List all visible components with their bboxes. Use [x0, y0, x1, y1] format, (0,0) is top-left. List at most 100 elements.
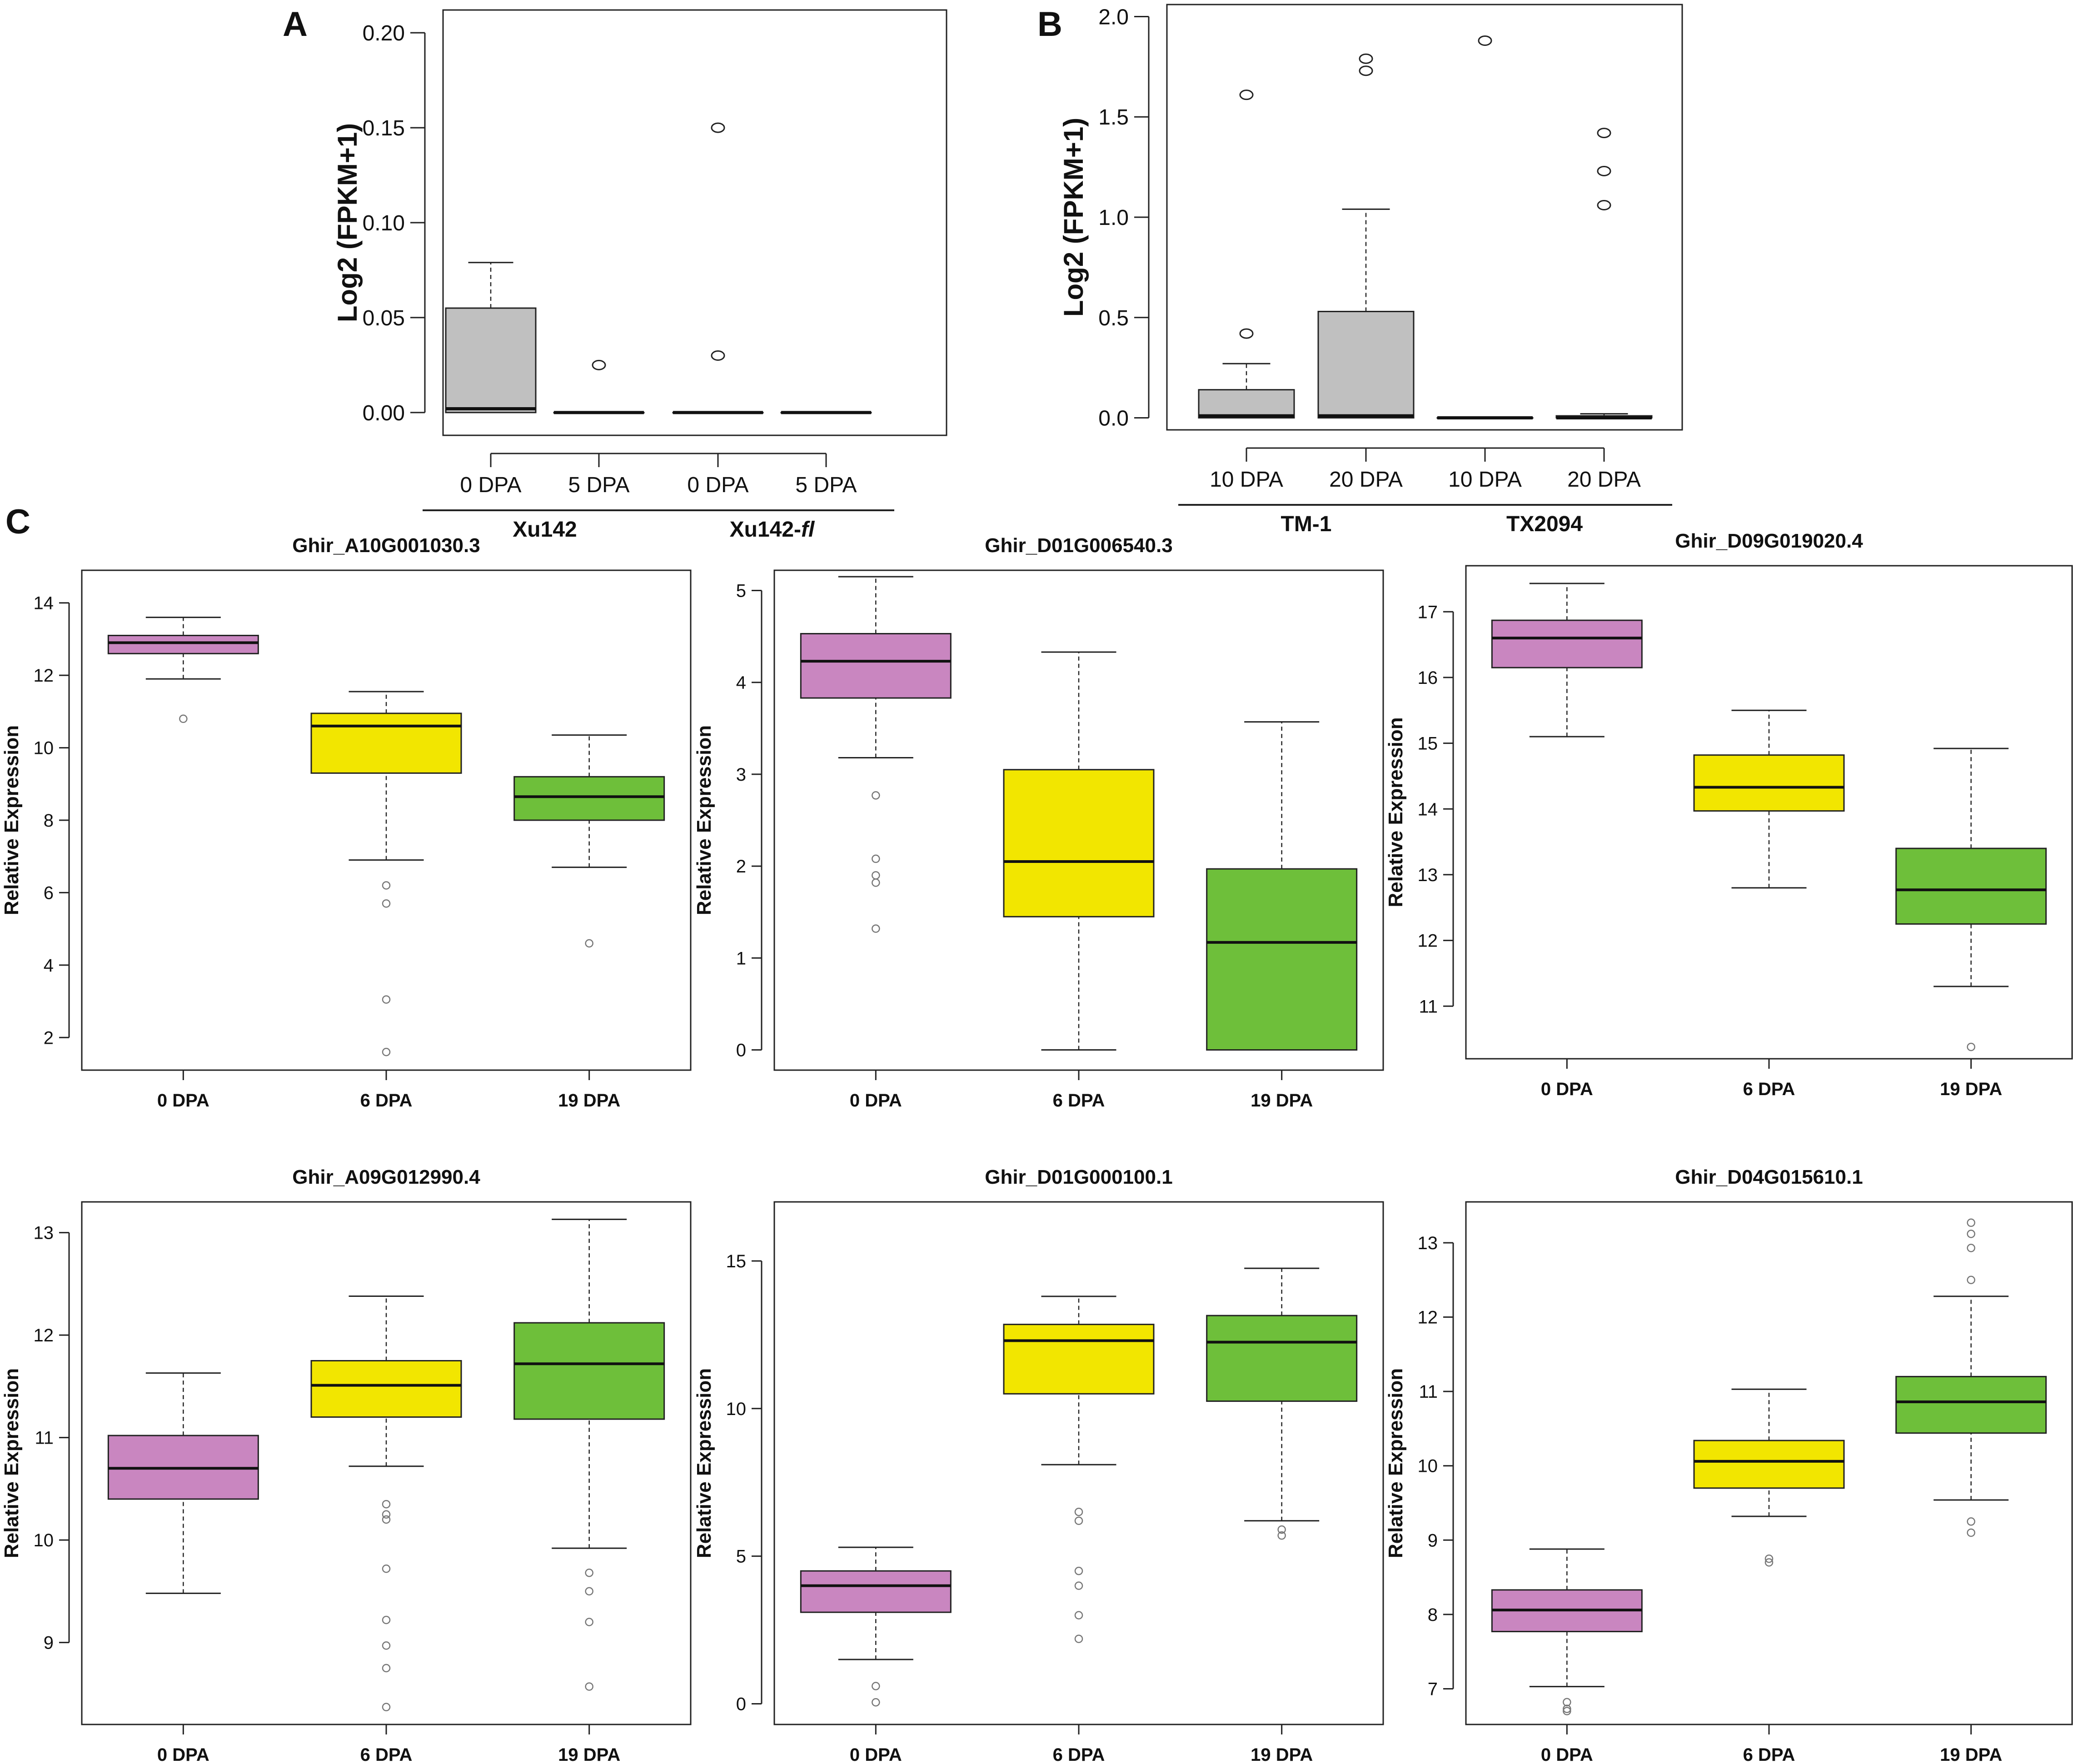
outlier-point — [1239, 90, 1254, 100]
y-axis-label: Relative Expression — [693, 725, 715, 915]
box-body — [1317, 311, 1415, 419]
outlier-point — [1967, 1276, 1975, 1285]
x-tick-label: 6 DPA — [1743, 1079, 1795, 1099]
box-body — [1693, 754, 1845, 812]
y-tick-label: 0.10 — [363, 211, 405, 235]
outlier-point — [1967, 1042, 1975, 1051]
box-body — [1198, 389, 1295, 419]
outlier-point — [382, 1515, 391, 1524]
y-tick-label: 0.5 — [1098, 306, 1129, 330]
box-body — [1895, 1375, 2047, 1434]
box-0-dpa — [672, 122, 764, 414]
x-tick-label: 0 DPA — [157, 1745, 209, 1764]
y-tick-label: 13 — [34, 1223, 54, 1243]
chart-c1: 2 4 6 8 10 12 14 Relative Expression Ghir_A10G00… — [0, 534, 692, 1111]
outlier-point — [1074, 1581, 1083, 1590]
box-body — [310, 713, 462, 774]
outlier-point — [872, 871, 880, 880]
chart-c5: 0 5 10 15 Relative Expression Ghir_D01G000100… — [693, 1166, 1384, 1764]
outlier-point — [1563, 1704, 1571, 1713]
outlier-point — [1074, 1507, 1083, 1516]
y-tick-label: 14 — [34, 593, 54, 613]
box-body — [513, 776, 665, 821]
outlier-point — [585, 1682, 593, 1691]
x-tick-label: 19 DPA — [1251, 1091, 1313, 1111]
chart-c4: 9 10 11 12 13 Relative Expression Ghir_A09G012… — [0, 1166, 692, 1764]
y-axis-label: Log2 (FPKM+1) — [332, 123, 363, 322]
outlier-point — [382, 899, 391, 908]
group-label: Xu142-fl — [730, 518, 815, 542]
y-tick-label: 8 — [44, 811, 54, 831]
y-tick-label: 13 — [1418, 1233, 1438, 1253]
y-tick-label: 13 — [1418, 865, 1438, 885]
y-tick-label: 1.0 — [1098, 206, 1129, 230]
outlier-point — [872, 1682, 880, 1690]
chart-a: 0.00 0.05 0.10 0.15 0.20 Log2 (FPKM+1) 0 DPA 5 … — [332, 9, 947, 542]
y-tick-label: 11 — [1419, 997, 1438, 1017]
y-tick-label: 1.5 — [1098, 105, 1129, 130]
outlier-point — [872, 924, 880, 933]
outlier-point — [1074, 1611, 1083, 1619]
outlier-point — [382, 1510, 391, 1519]
outlier-point — [1074, 1516, 1083, 1525]
group-label-name: Xu142 — [513, 518, 577, 542]
outlier-point — [1967, 1528, 1975, 1537]
box-0-dpa — [800, 576, 952, 933]
panel-letter-b: B — [1037, 5, 1062, 44]
outlier-point — [711, 350, 725, 361]
box-0-dpa — [107, 617, 259, 723]
box-0-dpa — [445, 262, 537, 414]
y-tick-label: 17 — [1418, 602, 1438, 622]
box-6-dpa — [1693, 1388, 1845, 1567]
outlier-point — [872, 1698, 880, 1707]
box-0-dpa — [1491, 583, 1643, 737]
y-tick-label: 11 — [1419, 1382, 1438, 1402]
panel-letter-a: A — [283, 5, 308, 44]
group-label-name: TM-1 — [1281, 512, 1332, 536]
y-tick-label: 5 — [736, 581, 746, 601]
outlier-point — [382, 995, 391, 1004]
y-tick-label: 0.0 — [1098, 407, 1129, 431]
box-body — [107, 634, 259, 654]
outlier-point — [1277, 1531, 1286, 1540]
y-tick-label: 4 — [44, 956, 54, 976]
y-tick-label: 0.05 — [363, 306, 405, 330]
y-tick-label: 15 — [726, 1251, 747, 1271]
y-tick-label: 0.20 — [363, 21, 405, 45]
box-0-dpa — [800, 1546, 952, 1707]
y-axis-label: Relative Expression — [0, 725, 23, 915]
panel-letter-c: C — [5, 503, 30, 541]
box-19-dpa — [1895, 747, 2047, 1051]
y-tick-label: 12 — [1418, 931, 1438, 951]
x-tick-label: 19 DPA — [1940, 1079, 2002, 1099]
box-6-dpa — [1693, 709, 1845, 889]
box-19-dpa — [1206, 1267, 1358, 1540]
box-6-dpa — [310, 691, 462, 1056]
outlier-point — [382, 1565, 391, 1573]
x-tick-label: 6 DPA — [1053, 1091, 1105, 1111]
box-body — [1491, 619, 1643, 668]
outlier-point — [382, 881, 391, 890]
y-tick-label: 0.00 — [363, 401, 405, 425]
y-tick-label: 10 — [34, 1530, 54, 1550]
y-tick-label: 5 — [736, 1547, 746, 1567]
y-tick-label: 15 — [1418, 734, 1438, 754]
y-axis-label: Relative Expression — [0, 1368, 23, 1558]
group-label-name: Xu142- — [730, 518, 801, 542]
x-tick-label: 6 DPA — [1743, 1745, 1795, 1764]
box-body — [1895, 847, 2047, 925]
x-tick-label: 5 DPA — [568, 473, 629, 497]
chart-c6: 7 8 9 10 11 12 13 Relative Expression Ghir_D04G0… — [1385, 1166, 2073, 1764]
outlier-point — [872, 854, 880, 863]
y-tick-label: 16 — [1418, 668, 1438, 688]
outlier-point — [382, 1703, 391, 1711]
y-tick-label: 12 — [1418, 1308, 1438, 1328]
chart-title: Ghir_D01G000100.1 — [985, 1166, 1172, 1188]
plot-frame — [442, 9, 947, 436]
x-tick-label: 6 DPA — [1053, 1745, 1105, 1764]
outlier-point — [585, 1587, 593, 1596]
outlier-point — [592, 359, 606, 370]
outlier-point — [1764, 1558, 1774, 1567]
group-label: TM-1 — [1281, 512, 1332, 536]
